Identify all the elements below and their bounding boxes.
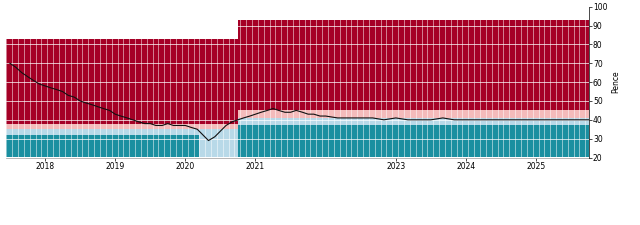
- Y-axis label: Pence: Pence: [612, 71, 621, 93]
